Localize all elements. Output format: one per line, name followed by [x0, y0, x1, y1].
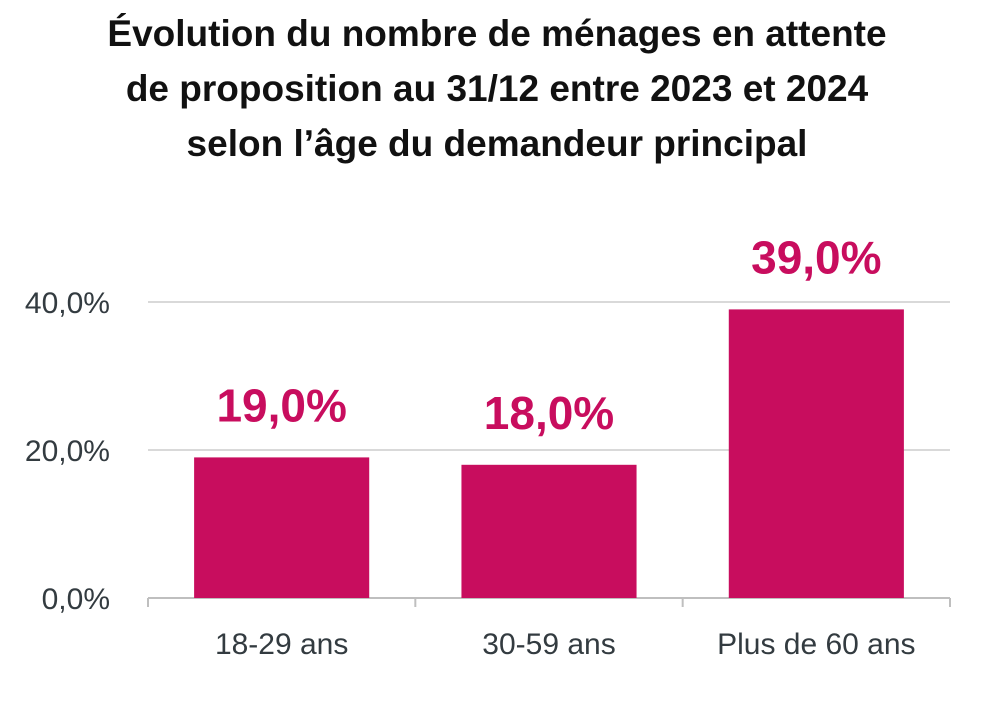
y-tick-label: 0,0% — [42, 583, 110, 616]
chart-title: Évolution du nombre de ménages en attent… — [0, 6, 994, 171]
y-tick-label: 40,0% — [25, 287, 110, 320]
x-category-label-1: 18-29 ans — [215, 628, 348, 661]
data-label-2: 18,0% — [484, 387, 614, 439]
bar-1 — [194, 457, 370, 598]
data-label-1: 19,0% — [216, 379, 346, 431]
chart-title-line-2: de proposition au 31/12 entre 2023 et 20… — [125, 68, 869, 109]
chart-title-line-3: selon l’âge du demandeur principal — [186, 123, 808, 164]
x-category-label-2: 30-59 ans — [482, 628, 615, 661]
y-tick-label: 20,0% — [25, 435, 110, 468]
chart-title-line-1: Évolution du nombre de ménages en attent… — [107, 13, 887, 54]
x-category-label-3: Plus de 60 ans — [717, 628, 915, 661]
bar-2 — [461, 464, 637, 598]
data-label-3: 39,0% — [751, 231, 881, 283]
bar-3 — [728, 309, 904, 598]
